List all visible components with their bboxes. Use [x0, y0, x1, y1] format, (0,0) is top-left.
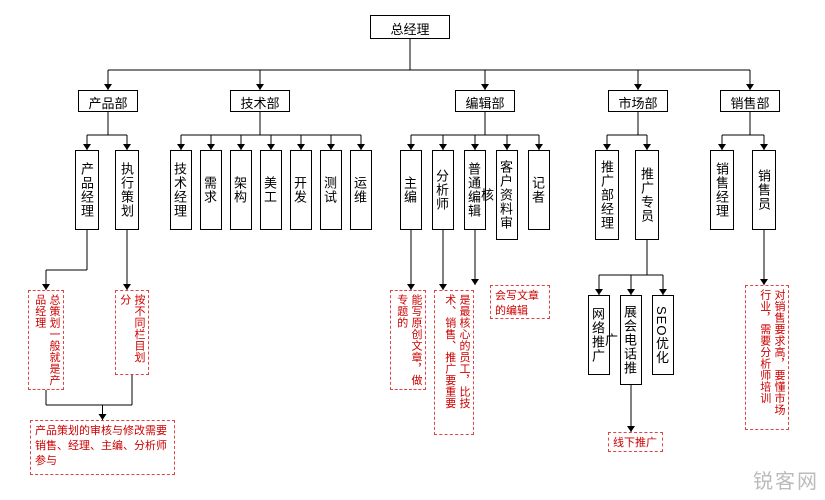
role-tech-0: 技术经理 [170, 150, 192, 230]
role-product-0: 产品经理 [75, 150, 99, 230]
role-tech-6: 运维 [350, 150, 372, 230]
note-product-mgr: 总策划一般就是产品经理 [28, 290, 64, 390]
note-analyst: 是最核心的员工，比技术、销售、推广要重要 [434, 290, 474, 435]
dept-product: 产品部 [78, 90, 138, 112]
note-sales: 对销售要求高，要懂市场行业，需要分析师培训 [745, 285, 789, 430]
watermark: 锐客网 [753, 465, 819, 494]
role-editor-3: 客户资料审核 [496, 150, 518, 240]
role-editor-0: 主编 [400, 150, 422, 230]
note-editor: 会写文章的编辑 [490, 285, 550, 319]
role-editor-4: 记者 [528, 150, 550, 230]
market-child-2: SEO优化 [652, 295, 674, 375]
note-offline: 线下推广 [608, 432, 663, 452]
role-market-1: 推广专员 [635, 150, 659, 240]
dept-tech: 技术部 [230, 90, 290, 112]
dept-sales: 销售部 [720, 90, 780, 112]
note-chief-editor: 能写原创文章，做专题的 [390, 290, 426, 390]
note-exec-plan: 按不同栏目划分 [115, 290, 149, 375]
dept-market: 市场部 [608, 90, 668, 112]
root-general-manager: 总经理 [370, 15, 450, 39]
role-sales-1: 销售员 [752, 150, 776, 230]
role-tech-3: 美工 [260, 150, 282, 230]
role-editor-1: 分析师 [432, 150, 454, 230]
role-tech-4: 开发 [290, 150, 312, 230]
market-child-1: 展会电话推广 [620, 295, 642, 385]
note-review: 产品策划的审核与修改需要销售、经理、主编、分析师参与 [30, 420, 175, 475]
role-tech-2: 架构 [230, 150, 252, 230]
role-tech-1: 需求 [200, 150, 222, 230]
role-market-0: 推广部经理 [595, 150, 619, 240]
role-sales-0: 销售经理 [710, 150, 734, 230]
dept-editor: 编辑部 [455, 90, 515, 112]
role-product-1: 执行策划 [115, 150, 139, 230]
role-tech-5: 测试 [320, 150, 342, 230]
